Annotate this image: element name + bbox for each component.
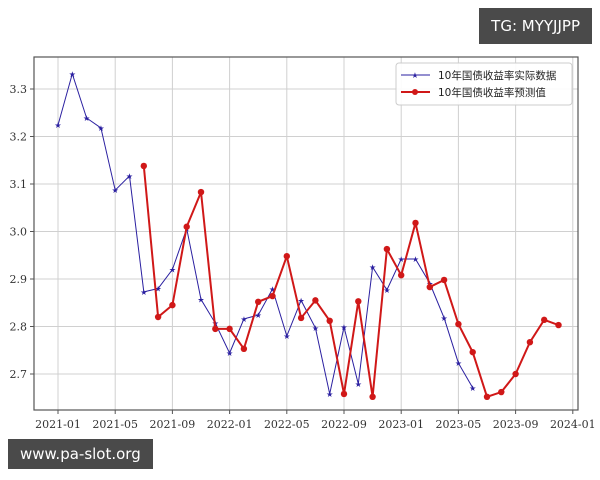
- data-point: ★: [112, 186, 119, 195]
- data-point: ★: [398, 255, 405, 264]
- data-point: ★: [140, 288, 147, 297]
- x-tick-label: 2021-09: [150, 418, 196, 431]
- y-tick-label: 3.3: [10, 83, 28, 96]
- data-point: ★: [83, 114, 90, 123]
- data-point: [383, 245, 391, 253]
- data-point: [555, 321, 562, 329]
- data-point: [498, 388, 505, 396]
- x-tick-label: 2023-05: [436, 418, 482, 431]
- x-tick-label: 2023-01: [378, 418, 424, 431]
- data-point: ★: [412, 255, 419, 264]
- data-point: ★: [283, 332, 290, 341]
- data-point: [140, 162, 147, 170]
- data-point: [183, 223, 190, 230]
- data-point: [340, 390, 348, 398]
- data-point: [426, 283, 433, 291]
- data-point: ★: [155, 285, 162, 294]
- data-point: ★: [269, 285, 276, 294]
- data-point: ★: [226, 349, 233, 358]
- series-predicted: [140, 162, 562, 400]
- watermark-bottom-left: www.pa-slot.org: [8, 439, 153, 469]
- data-point: [412, 219, 419, 227]
- data-point: [283, 253, 290, 260]
- data-point: [355, 298, 362, 305]
- y-tick-label: 3.0: [10, 226, 28, 239]
- star-marker-icon: ★: [411, 71, 418, 80]
- x-tick-label: 2022-09: [321, 418, 367, 431]
- legend: ★ 10年国债收益率实际数据 10年国债收益率预测值: [395, 62, 573, 106]
- data-point: [255, 298, 262, 305]
- x-tick-label: 2022-05: [264, 418, 310, 431]
- x-tick-label: 2024-01: [550, 418, 596, 431]
- data-point: [483, 393, 491, 400]
- data-point: [526, 338, 534, 346]
- y-tick-label: 2.8: [10, 321, 28, 334]
- data-point: [398, 272, 405, 279]
- data-point: ★: [369, 263, 376, 272]
- legend-label-predicted: 10年国债收益率预测值: [438, 86, 546, 99]
- data-point: ★: [469, 384, 476, 393]
- data-point: ★: [54, 121, 61, 130]
- data-point: [240, 345, 248, 353]
- series-layer: ★★★★★★★★★★★★★★★★★★★★★★★★★★★★★★: [54, 70, 562, 400]
- x-axis-ticks: 2021-01 2021-05 2021-09 2022-01 2022-05 2022-…: [35, 410, 596, 431]
- grid-lines: [34, 57, 578, 410]
- data-point: [154, 313, 162, 321]
- data-point: ★: [326, 390, 333, 399]
- data-point: ★: [298, 296, 305, 305]
- data-point: ★: [197, 295, 204, 304]
- data-point: [440, 276, 448, 284]
- data-point: ★: [69, 70, 76, 79]
- data-point: [269, 292, 276, 300]
- data-point: ★: [126, 172, 133, 181]
- data-point: ★: [312, 324, 319, 333]
- data-point: [469, 348, 476, 356]
- data-point: [455, 320, 462, 328]
- data-point: [541, 316, 548, 324]
- data-point: ★: [255, 311, 262, 320]
- data-point: ★: [340, 323, 347, 332]
- data-point: ★: [455, 359, 462, 368]
- data-point: [312, 297, 319, 304]
- y-tick-label: 2.7: [10, 368, 28, 381]
- data-point: [197, 188, 205, 196]
- data-point: [226, 325, 233, 333]
- data-point: ★: [169, 266, 176, 275]
- data-point: [326, 317, 333, 324]
- data-point: ★: [383, 286, 390, 295]
- data-point: [297, 314, 305, 322]
- data-point: ★: [441, 314, 448, 323]
- data-point: ★: [240, 315, 247, 324]
- data-point: [512, 370, 519, 378]
- y-tick-label: 2.9: [10, 273, 28, 286]
- plot-frame: [33, 56, 579, 411]
- data-point: ★: [355, 380, 362, 389]
- legend-label-actual: 10年国债收益率实际数据: [438, 69, 557, 82]
- y-tick-label: 3.2: [10, 131, 28, 144]
- data-point: [212, 325, 219, 333]
- x-tick-label: 2021-05: [92, 418, 138, 431]
- x-tick-label: 2021-01: [35, 418, 81, 431]
- x-tick-label: 2022-01: [207, 418, 253, 431]
- x-tick-label: 2023-09: [493, 418, 539, 431]
- y-tick-label: 3.1: [10, 178, 28, 191]
- circle-marker-icon: [412, 89, 418, 95]
- data-point: ★: [97, 124, 104, 133]
- watermark-top-right: TG: MYYJJPP: [479, 8, 592, 44]
- data-point: [369, 393, 376, 400]
- data-point: [169, 301, 176, 309]
- y-axis-ticks: 2.7 2.8 2.9 3.0 3.1 3.2 3.3: [10, 83, 34, 381]
